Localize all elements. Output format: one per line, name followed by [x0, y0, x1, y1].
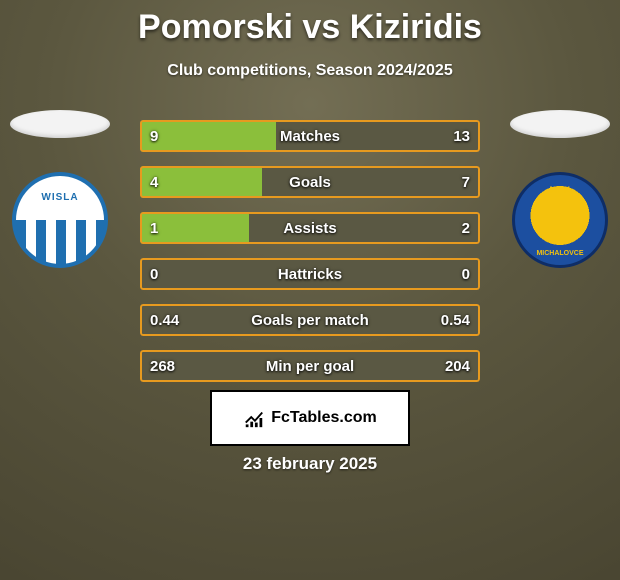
badge-right-label-bottom: MICHALOVCE: [536, 250, 583, 257]
player-left-badge: WISLA: [12, 172, 108, 268]
stat-row: 0.440.54Goals per match: [140, 304, 480, 336]
stat-row: 913Matches: [140, 120, 480, 152]
date-text: 23 february 2025: [0, 454, 620, 474]
player-left-silhouette: [10, 110, 110, 138]
stat-row: 12Assists: [140, 212, 480, 244]
stat-fill: [140, 120, 276, 152]
stat-row: 00Hattricks: [140, 258, 480, 290]
chart-icon: [243, 407, 265, 429]
page-title: Pomorski vs Kiziridis: [0, 8, 620, 47]
stats-bars: 913Matches 47Goals 12Assists 00Hattricks 0.4…: [140, 120, 480, 396]
player-left-block: WISLA: [10, 110, 110, 410]
badge-left-label: WISLA: [41, 192, 78, 203]
badge-right-label-top: MFK: [550, 185, 571, 195]
stat-track: [140, 350, 480, 382]
player-right-silhouette: [510, 110, 610, 138]
stat-track: [140, 304, 480, 336]
stat-fill: [140, 212, 249, 244]
player-right-block: MFK MICHALOVCE: [510, 110, 610, 410]
comparison-card: Pomorski vs Kiziridis Club competitions,…: [0, 0, 620, 580]
attribution-box[interactable]: FcTables.com: [210, 390, 410, 446]
stat-row: 268204Min per goal: [140, 350, 480, 382]
stat-row: 47Goals: [140, 166, 480, 198]
page-subtitle: Club competitions, Season 2024/2025: [0, 62, 620, 80]
attribution-text: FcTables.com: [271, 409, 377, 427]
stat-fill: [140, 166, 262, 198]
player-right-badge: MFK MICHALOVCE: [512, 172, 608, 268]
stat-track: [140, 258, 480, 290]
